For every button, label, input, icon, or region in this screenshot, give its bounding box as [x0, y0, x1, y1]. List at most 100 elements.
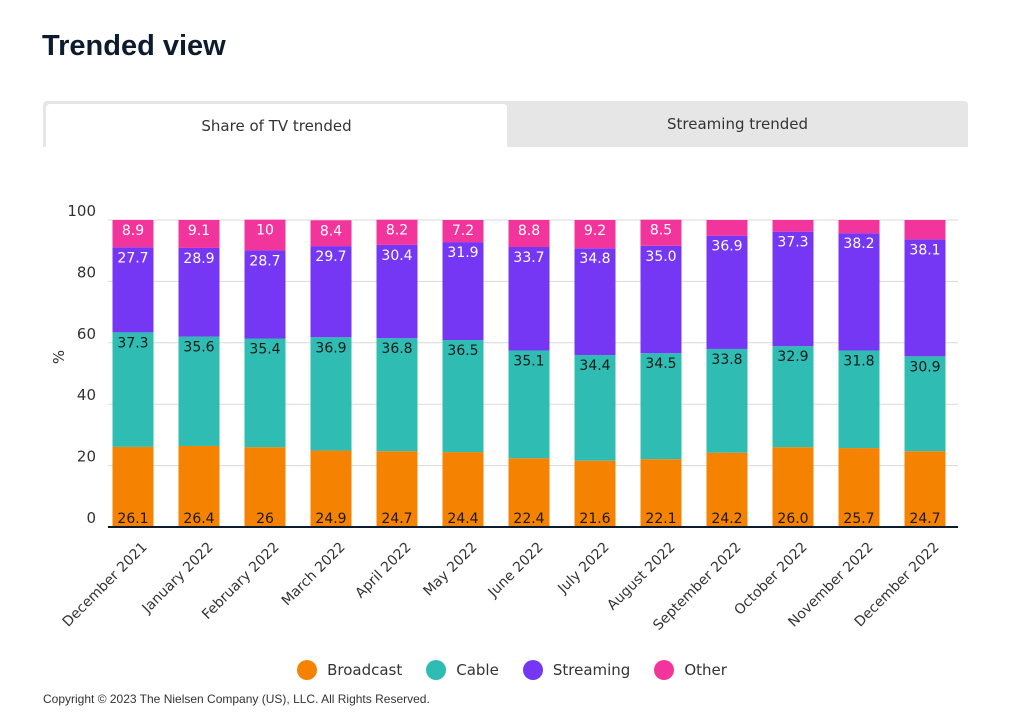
- legend-label-cable: Cable: [456, 661, 499, 679]
- bar-other-december-2021: [112, 220, 154, 248]
- bar-broadcast-june-2022: [508, 458, 550, 527]
- data-label-streaming-february-2022: 28.7: [249, 253, 280, 269]
- bar-cable-august-2022: [640, 353, 682, 460]
- bar-other-october-2022: [772, 220, 814, 232]
- data-label-broadcast-october-2022: 26.0: [777, 511, 808, 527]
- bar-other-november-2022: [838, 220, 880, 234]
- data-label-broadcast-september-2022: 24.2: [711, 511, 742, 527]
- y-tick-label-40: 40: [77, 386, 96, 404]
- data-label-broadcast-june-2022: 22.4: [513, 511, 544, 527]
- data-label-cable-july-2022: 34.4: [579, 358, 610, 374]
- bar-broadcast-may-2022: [442, 452, 484, 527]
- data-label-streaming-january-2022: 28.9: [183, 251, 214, 267]
- bar-cable-october-2022: [772, 346, 814, 448]
- tab-streaming-trended[interactable]: Streaming trended: [667, 115, 808, 133]
- legend-label-streaming: Streaming: [552, 661, 631, 679]
- bar-broadcast-february-2022: [244, 447, 286, 527]
- y-tick-label-0: 0: [86, 509, 96, 527]
- data-label-broadcast-july-2022: 21.6: [579, 511, 610, 527]
- data-label-broadcast-november-2022: 25.7: [843, 511, 874, 527]
- data-label-streaming-july-2022: 34.8: [579, 251, 610, 267]
- data-label-broadcast-may-2022: 24.4: [447, 511, 478, 527]
- data-label-cable-may-2022: 36.5: [447, 343, 478, 359]
- data-label-other-january-2022: 9.1: [188, 223, 210, 239]
- data-label-other-april-2022: 8.2: [386, 223, 408, 239]
- legend-item-streaming[interactable]: Streaming: [522, 660, 631, 680]
- bar-streaming-october-2022: [772, 231, 814, 347]
- x-tick-label-may-2022: May 2022: [420, 539, 480, 599]
- bar-other-december-2022: [904, 220, 946, 240]
- data-label-streaming-june-2022: 33.7: [513, 250, 544, 266]
- bar-broadcast-april-2022: [376, 451, 418, 527]
- bar-streaming-december-2021: [112, 247, 154, 333]
- data-label-streaming-december-2021: 27.7: [117, 250, 148, 266]
- bar-broadcast-january-2022: [178, 445, 220, 527]
- legend-swatch-broadcast: [297, 660, 318, 680]
- bar-other-march-2022: [310, 220, 352, 247]
- bar-streaming-february-2022: [244, 250, 286, 339]
- chart-tabs: Share of TV trended Streaming trended: [43, 101, 968, 147]
- bar-cable-july-2022: [574, 355, 616, 461]
- data-label-cable-december-2022: 30.9: [909, 359, 940, 375]
- legend-swatch-streaming: [522, 660, 543, 680]
- bar-cable-april-2022: [376, 338, 418, 452]
- bar-other-august-2022: [640, 219, 682, 246]
- bar-other-may-2022: [442, 220, 484, 243]
- data-label-cable-june-2022: 35.1: [513, 353, 544, 369]
- legend-item-broadcast[interactable]: Broadcast: [297, 660, 402, 680]
- bar-other-february-2022: [244, 219, 286, 251]
- y-tick-label-80: 80: [77, 263, 96, 281]
- x-tick-label-april-2022: April 2022: [352, 539, 414, 601]
- legend-label-other: Other: [684, 661, 727, 679]
- legend-item-other[interactable]: Other: [654, 660, 727, 680]
- data-label-other-may-2022: 7.2: [452, 223, 474, 239]
- data-label-streaming-november-2022: 38.2: [843, 236, 874, 252]
- data-label-cable-november-2022: 31.8: [843, 353, 874, 369]
- x-tick-label-august-2022: August 2022: [604, 539, 678, 613]
- x-tick-label-march-2022: March 2022: [279, 539, 349, 609]
- bar-cable-march-2022: [310, 337, 352, 451]
- bar-streaming-may-2022: [442, 242, 484, 341]
- data-label-streaming-march-2022: 29.7: [315, 249, 346, 265]
- chart-legend: Broadcast Cable Streaming Other: [0, 660, 1024, 680]
- data-label-streaming-december-2022: 38.1: [909, 242, 940, 258]
- bar-other-april-2022: [376, 219, 418, 245]
- data-label-cable-april-2022: 36.8: [381, 341, 412, 357]
- y-tick-label-100: 100: [67, 202, 96, 220]
- data-label-broadcast-december-2021: 26.1: [117, 511, 148, 527]
- bar-cable-january-2022: [178, 336, 220, 446]
- y-axis-label: %: [50, 350, 68, 364]
- bar-cable-june-2022: [508, 350, 550, 459]
- data-label-other-august-2022: 8.5: [650, 223, 672, 239]
- data-label-broadcast-march-2022: 24.9: [315, 511, 346, 527]
- data-label-broadcast-april-2022: 24.7: [381, 511, 412, 527]
- bar-cable-september-2022: [706, 348, 748, 453]
- bar-streaming-march-2022: [310, 246, 352, 338]
- data-label-broadcast-august-2022: 22.1: [645, 511, 676, 527]
- bar-streaming-november-2022: [838, 233, 880, 351]
- data-label-other-march-2022: 8.4: [320, 223, 342, 239]
- bar-cable-december-2021: [112, 332, 154, 447]
- data-label-broadcast-december-2022: 24.7: [909, 511, 940, 527]
- data-label-cable-january-2022: 35.6: [183, 340, 214, 356]
- bar-other-january-2022: [178, 220, 220, 248]
- data-label-cable-september-2022: 33.8: [711, 352, 742, 368]
- data-label-streaming-october-2022: 37.3: [777, 235, 808, 251]
- bar-streaming-january-2022: [178, 247, 220, 337]
- tab-share-of-tv-trended[interactable]: Share of TV trended: [46, 104, 507, 147]
- legend-item-cable[interactable]: Cable: [426, 660, 499, 680]
- copyright-text: Copyright © 2023 The Nielsen Company (US…: [43, 692, 430, 706]
- y-tick-label-20: 20: [77, 448, 96, 466]
- data-label-other-july-2022: 9.2: [584, 223, 606, 239]
- page-title: Trended view: [42, 30, 226, 62]
- x-tick-label-december-2021: December 2021: [60, 539, 151, 630]
- bar-broadcast-march-2022: [310, 450, 352, 527]
- bar-streaming-september-2022: [706, 235, 748, 349]
- bar-broadcast-august-2022: [640, 459, 682, 527]
- data-label-cable-october-2022: 32.9: [777, 349, 808, 365]
- bar-broadcast-december-2021: [112, 446, 154, 527]
- bar-other-september-2022: [706, 220, 748, 236]
- x-tick-label-june-2022: June 2022: [485, 539, 547, 601]
- bar-other-june-2022: [508, 220, 550, 248]
- data-label-streaming-august-2022: 35.0: [645, 249, 676, 265]
